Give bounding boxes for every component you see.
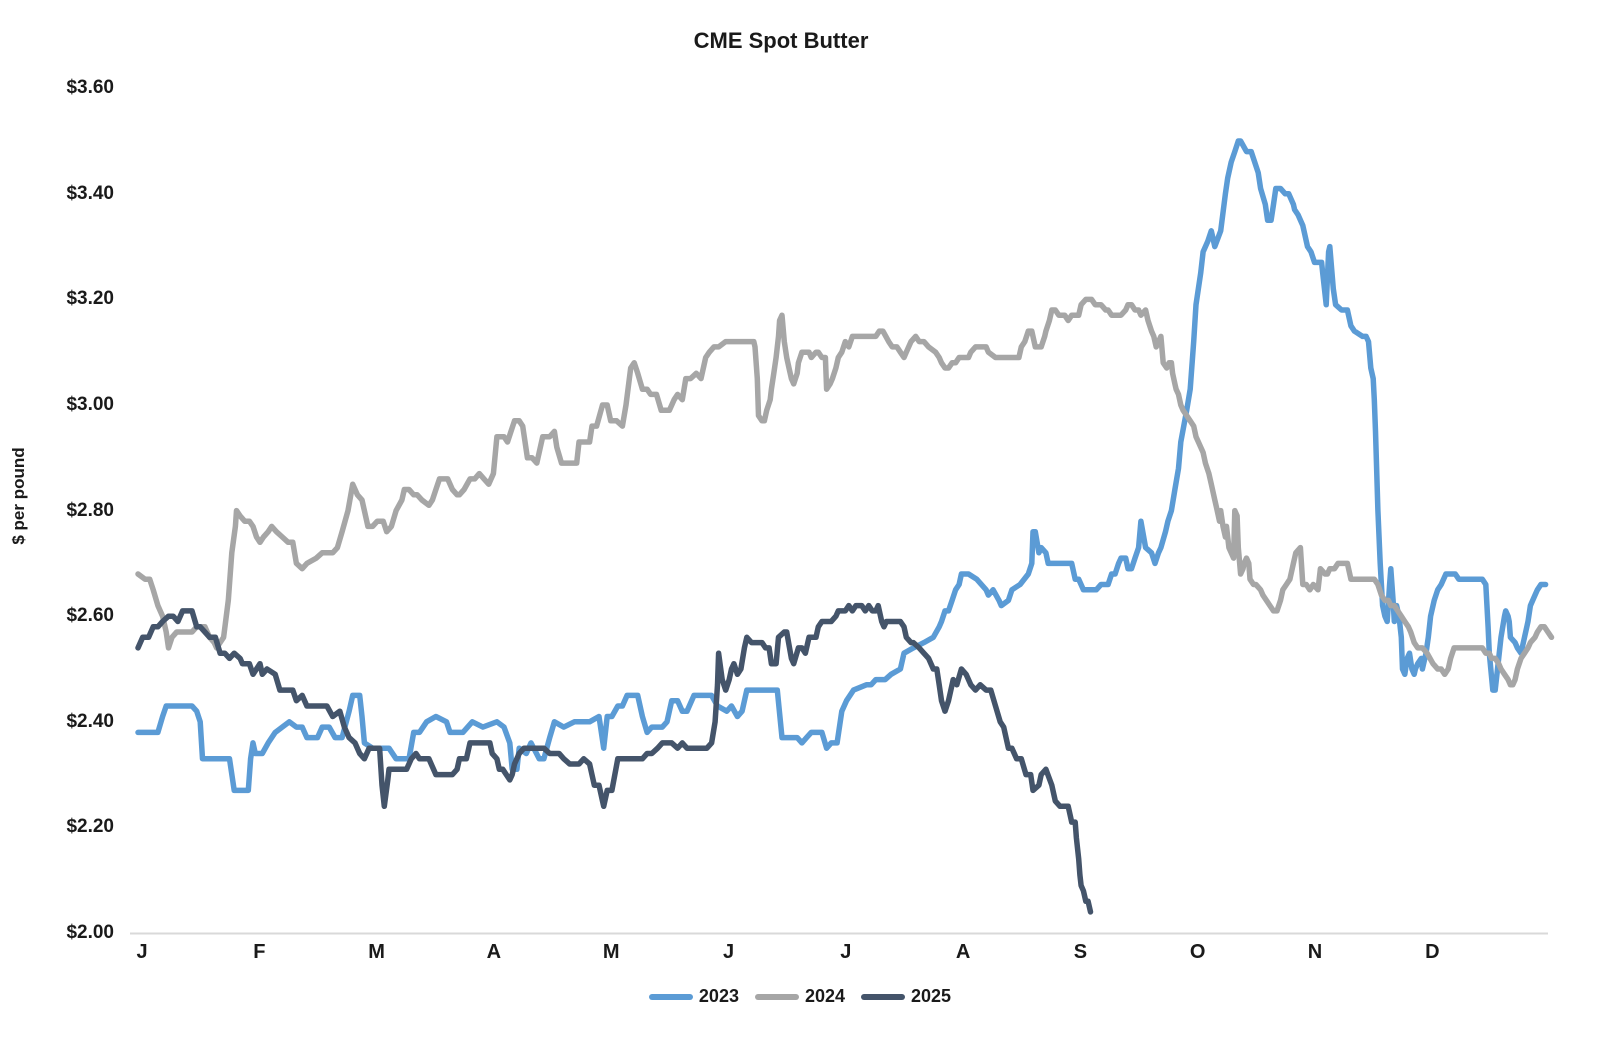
legend-label: 2025 (911, 986, 952, 1006)
y-tick-label: $3.20 (66, 288, 114, 310)
legend-item-2023: 2023 (648, 986, 739, 1007)
y-tick-label: $2.20 (66, 816, 114, 838)
legend-item-2025: 2025 (861, 986, 951, 1007)
x-tick-label: M (602, 941, 620, 963)
x-tick-label: J (840, 941, 852, 963)
y-tick-label: $2.00 (66, 922, 114, 943)
x-tick-label: J (136, 941, 148, 963)
y-tick-label: $3.60 (66, 77, 114, 99)
legend: 2023 2024 2025 (0, 986, 1600, 1007)
x-tick-label: S (1073, 941, 1088, 963)
y-tick-label: $3.00 (66, 394, 114, 415)
x-tick-label: A (486, 941, 502, 963)
legend-swatch-2024 (754, 993, 799, 1000)
legend-item-2024: 2024 (754, 986, 846, 1007)
x-tick-label: A (955, 941, 971, 963)
x-tick-label: O (1189, 941, 1206, 963)
x-tick-label: N (1307, 941, 1323, 963)
y-tick-label: $3.40 (66, 182, 114, 204)
series-line-2023 (135, 138, 1549, 794)
legend-label: 2023 (698, 986, 739, 1006)
y-tick-label: $2.80 (66, 499, 114, 521)
x-tick-label: D (1425, 941, 1440, 963)
legend-label: 2024 (804, 986, 846, 1006)
legend-swatch-2025 (861, 993, 906, 1000)
y-tick-label: $2.40 (66, 710, 114, 732)
x-tick-label: F (253, 941, 266, 963)
series-line-2025 (135, 602, 1094, 915)
chart-title: CME Spot Butter (693, 28, 869, 53)
x-tick-label: M (368, 941, 385, 963)
y-tick-label: $2.60 (66, 605, 114, 627)
legend-swatch-2023 (648, 993, 693, 1000)
y-axis-title: $ per pound (9, 447, 28, 545)
series-line-2024 (135, 296, 1555, 688)
x-tick-label: J (722, 941, 735, 963)
